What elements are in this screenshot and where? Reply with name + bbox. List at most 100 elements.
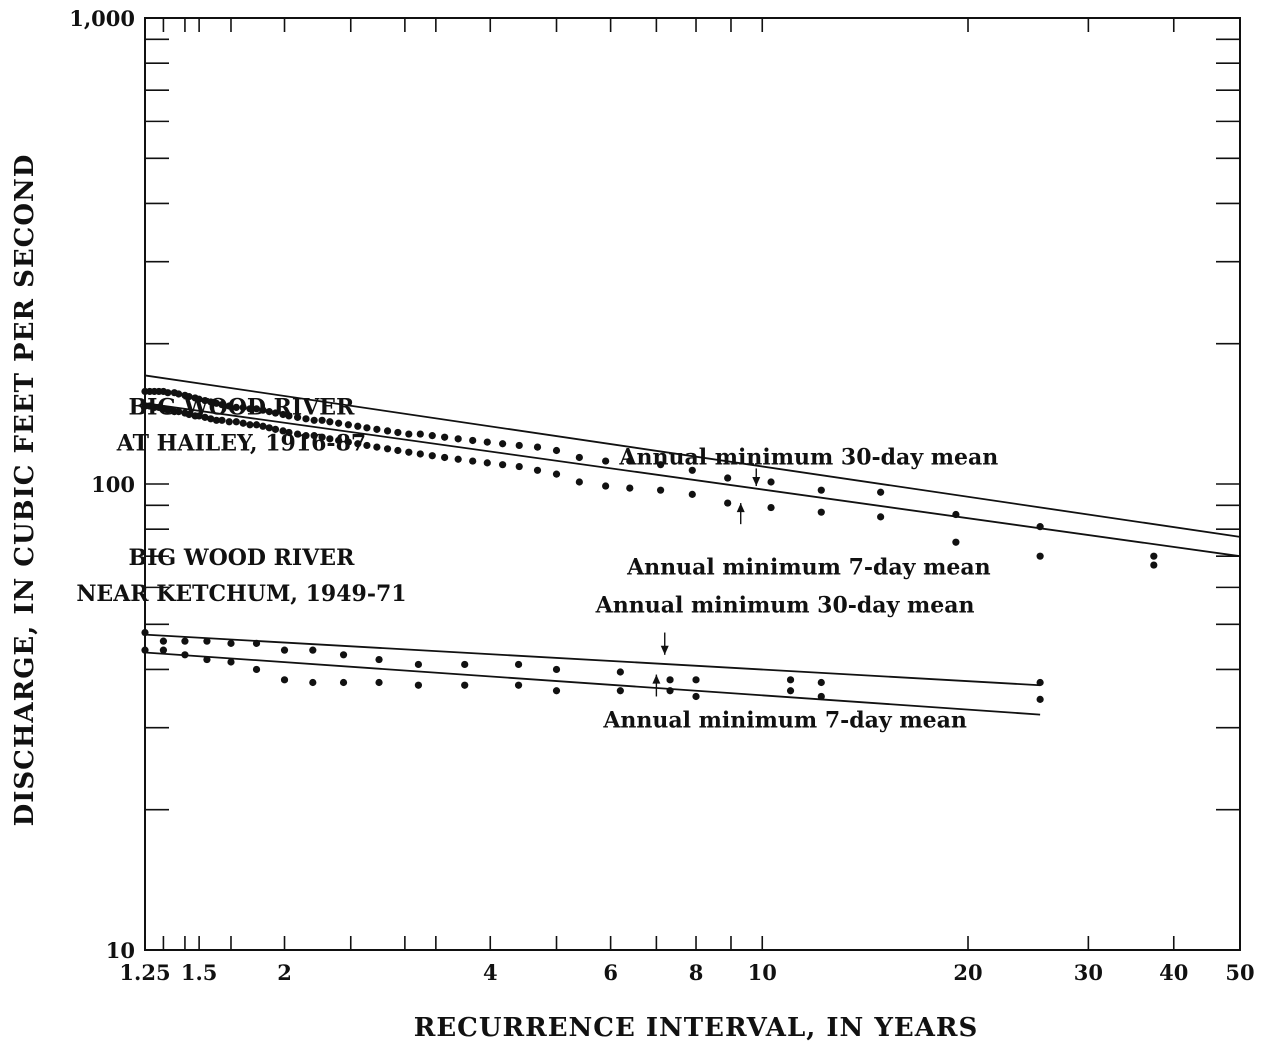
data-point bbox=[616, 668, 624, 676]
data-point bbox=[271, 425, 280, 433]
x-tick-label: 6 bbox=[603, 960, 618, 985]
data-point bbox=[515, 462, 523, 471]
data-point bbox=[207, 415, 215, 423]
data-point bbox=[207, 398, 215, 406]
data-point bbox=[499, 461, 507, 469]
data-point bbox=[514, 660, 523, 669]
data-point bbox=[724, 474, 732, 482]
data-point bbox=[318, 433, 326, 441]
data-point bbox=[363, 441, 371, 450]
x-tick-label: 30 bbox=[1074, 960, 1103, 985]
data-point bbox=[602, 457, 610, 465]
x-tick-label: 50 bbox=[1225, 960, 1254, 985]
data-point bbox=[293, 430, 302, 438]
data-point bbox=[375, 655, 383, 664]
data-point bbox=[656, 486, 665, 494]
data-point bbox=[354, 440, 362, 448]
data-point bbox=[279, 410, 287, 419]
data-point bbox=[141, 646, 149, 654]
data-point bbox=[159, 637, 168, 645]
data-point bbox=[786, 676, 795, 684]
data-point bbox=[405, 448, 413, 456]
station-label: NEAR KETCHUM, 1949-71 bbox=[76, 581, 406, 607]
data-point bbox=[602, 482, 610, 490]
data-point bbox=[515, 441, 523, 450]
data-point bbox=[339, 651, 348, 659]
data-point bbox=[285, 412, 293, 420]
data-point bbox=[461, 681, 469, 689]
data-point bbox=[394, 428, 402, 437]
data-point bbox=[203, 637, 211, 645]
data-point bbox=[181, 651, 189, 659]
data-point bbox=[185, 393, 193, 401]
data-point bbox=[252, 639, 261, 647]
data-point bbox=[533, 466, 542, 474]
data-point bbox=[201, 396, 209, 405]
data-point bbox=[1036, 552, 1044, 560]
y-tick-label: 100 bbox=[91, 472, 135, 497]
plot-border bbox=[144, 17, 1241, 951]
data-point bbox=[817, 508, 825, 516]
arrow-head bbox=[660, 645, 669, 655]
data-point bbox=[271, 409, 280, 417]
data-point bbox=[335, 436, 343, 445]
data-point bbox=[1036, 695, 1044, 703]
data-point bbox=[724, 499, 732, 507]
data-point bbox=[1150, 552, 1158, 560]
data-point bbox=[218, 416, 226, 424]
data-point bbox=[626, 457, 634, 465]
fit-lines bbox=[144, 374, 1241, 716]
data-point bbox=[877, 513, 885, 521]
data-point bbox=[877, 488, 885, 496]
data-point bbox=[373, 443, 381, 451]
data-point bbox=[181, 637, 189, 645]
data-point bbox=[552, 446, 561, 455]
data-point bbox=[310, 432, 318, 440]
data-point bbox=[354, 422, 362, 430]
annotation-label: Annual minimum 30-day mean bbox=[595, 592, 975, 618]
x-tick-label: 1.25 bbox=[119, 960, 170, 985]
data-point bbox=[293, 413, 302, 421]
data-point bbox=[817, 692, 825, 701]
data-point bbox=[302, 432, 310, 440]
data-point bbox=[952, 538, 960, 546]
data-point bbox=[326, 435, 334, 443]
data-point bbox=[1036, 678, 1044, 687]
data-point bbox=[141, 628, 149, 637]
data-point bbox=[817, 486, 825, 494]
data-point bbox=[285, 428, 293, 437]
x-tick-label: 20 bbox=[953, 960, 982, 985]
data-point bbox=[394, 446, 402, 455]
data-point bbox=[616, 687, 624, 695]
data-point bbox=[363, 424, 371, 432]
data-point bbox=[218, 401, 226, 409]
data-point bbox=[335, 419, 343, 427]
data-point bbox=[405, 430, 413, 438]
data-point bbox=[259, 422, 267, 430]
data-point bbox=[952, 510, 960, 519]
data-point bbox=[185, 410, 193, 419]
data-point bbox=[164, 406, 172, 414]
station-label: BIG WOOD RIVER bbox=[129, 394, 356, 420]
data-point bbox=[246, 421, 254, 429]
arrow-head bbox=[652, 674, 661, 684]
data-point bbox=[232, 403, 240, 412]
data-point bbox=[817, 678, 825, 687]
annotation-label: Annual minimum 30-day mean bbox=[618, 445, 998, 471]
data-point bbox=[656, 461, 665, 469]
data-point bbox=[514, 681, 523, 689]
data-point bbox=[626, 484, 634, 492]
data-point bbox=[232, 418, 240, 426]
data-point bbox=[1036, 523, 1044, 531]
data-point bbox=[227, 658, 235, 666]
data-point bbox=[552, 687, 561, 695]
plot-frame bbox=[144, 17, 1241, 951]
data-point bbox=[441, 453, 449, 462]
data-point bbox=[239, 419, 247, 427]
data-point bbox=[483, 459, 491, 467]
data-point bbox=[265, 424, 273, 432]
data-point bbox=[225, 418, 233, 426]
data-point bbox=[688, 490, 696, 498]
data-point bbox=[533, 443, 542, 451]
